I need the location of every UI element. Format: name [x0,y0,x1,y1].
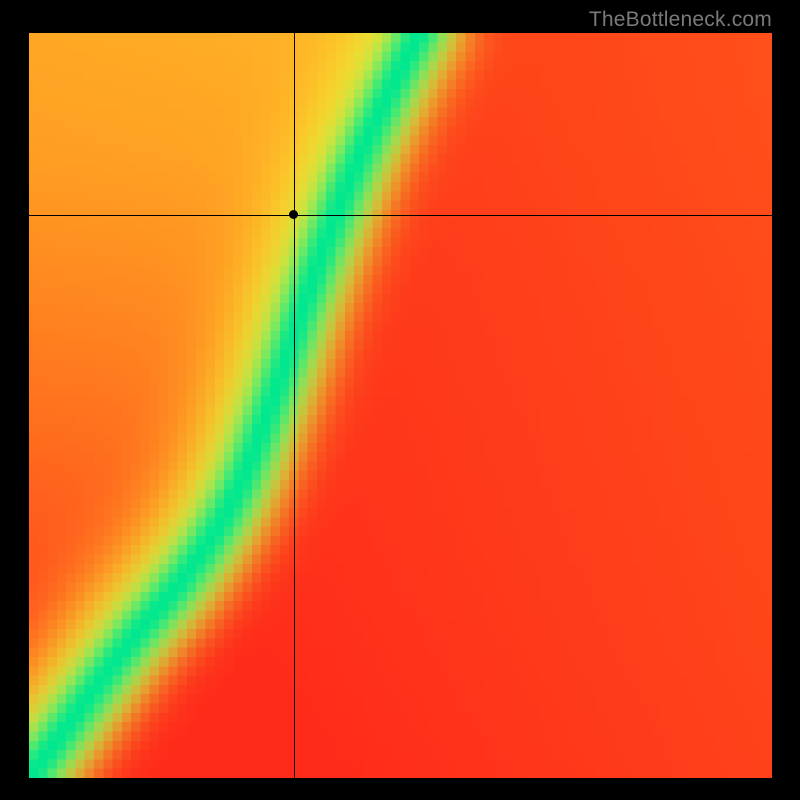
crosshair-horizontal [29,215,772,216]
heatmap-canvas [29,33,772,778]
watermark-text: TheBottleneck.com [589,8,772,32]
crosshair-vertical [294,33,295,778]
